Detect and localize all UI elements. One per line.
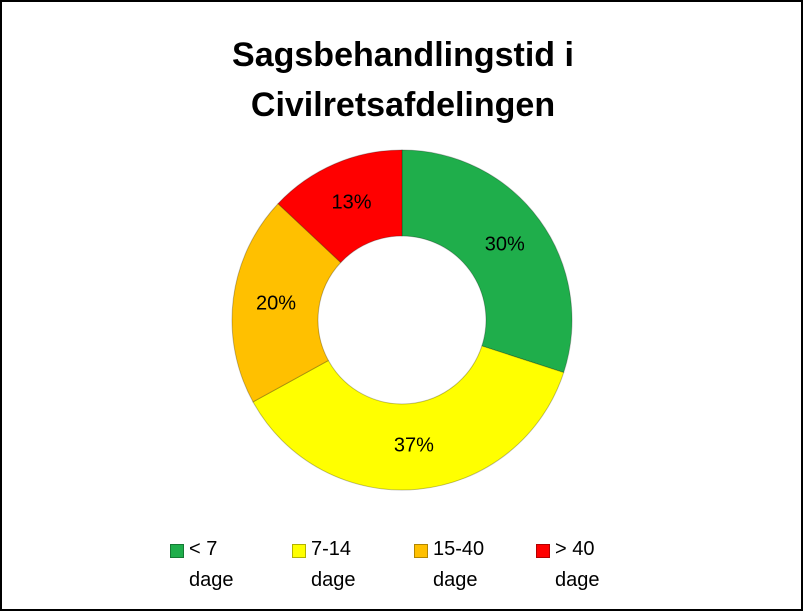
legend-item: 15-40 dage — [414, 534, 536, 596]
legend-label: < 7 dage — [189, 538, 234, 591]
legend-swatch — [292, 544, 306, 558]
donut-slice — [277, 149, 403, 264]
legend-swatch — [536, 544, 550, 558]
donut-slice — [231, 202, 342, 403]
donut-slice — [401, 149, 573, 374]
data-label: 13% — [332, 192, 372, 214]
legend: < 7 dage 7-14 dage 15-40 dage > 40 dage — [170, 534, 658, 596]
legend-swatch — [414, 544, 428, 558]
legend-swatch — [170, 544, 184, 558]
legend-label: > 40 dage — [555, 538, 600, 591]
data-label: 30% — [485, 234, 525, 256]
chart-title: Sagsbehandlingstid i Civilretsafdelingen — [232, 36, 574, 124]
legend-label: 7-14 dage — [311, 538, 356, 591]
data-label: 20% — [256, 292, 296, 314]
legend-item: 7-14 dage — [292, 534, 414, 596]
data-label: 37% — [394, 435, 434, 457]
legend-label: 15-40 dage — [433, 538, 485, 591]
legend-item: < 7 dage — [170, 534, 292, 596]
donut-slice — [252, 345, 565, 491]
legend-item: > 40 dage — [536, 534, 658, 596]
